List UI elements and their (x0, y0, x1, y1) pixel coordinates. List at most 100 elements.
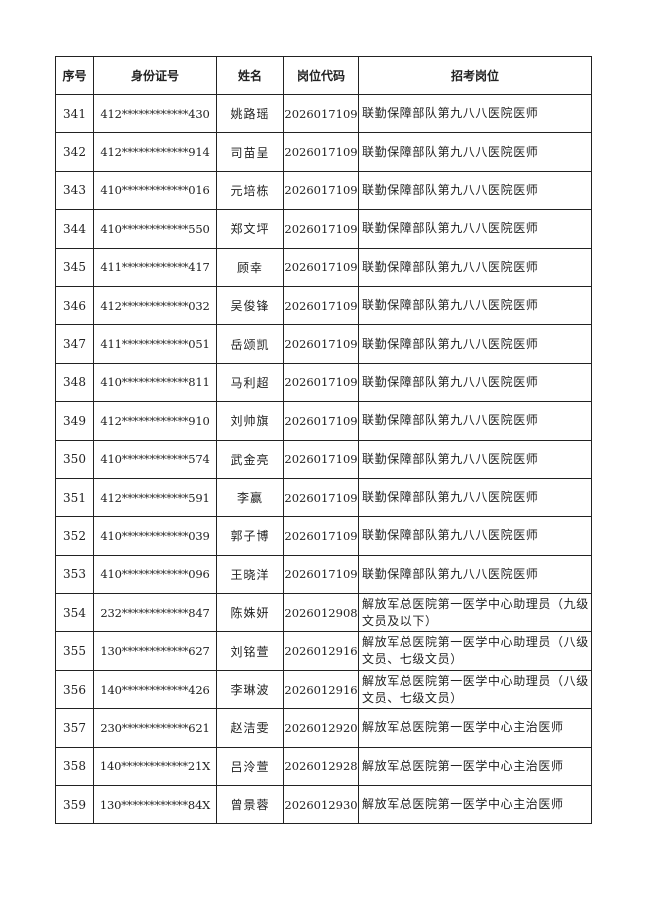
table-row: 344 410************550 郑文坪 2026017109 联勤保障部队… (55, 209, 592, 249)
table-row: 343 410************016 元培栋 2026017109 联勤保障部队… (55, 170, 592, 211)
cell-post-code: 2026012916 (283, 669, 359, 710)
table-row: 357 230************621 赵洁雯 2026012920 解放军总医院… (55, 708, 592, 748)
table-row: 347 411************051 岳颂凯 2026017109 联勤保障部队… (55, 324, 592, 364)
cell-post-code: 2026017109 (283, 324, 359, 364)
cell-post-code: 2026017109 (283, 247, 359, 287)
cell-post-code: 2026012908 (283, 593, 359, 633)
cell-name: 郭子博 (216, 516, 284, 556)
cell-post-code: 2026017109 (283, 362, 359, 403)
cell-name: 岳颂凯 (216, 324, 284, 364)
table-row: 356 140************426 李琳波 2026012916 解放军总医院… (55, 669, 592, 710)
cell-post-code: 2026017109 (283, 209, 359, 249)
table-row: 342 412************914 司苗呈 2026017109 联勤保障部队… (55, 132, 592, 172)
cell-name: 赵洁雯 (216, 708, 284, 748)
cell-post: 联勤保障部队第九八八医院医师 (358, 362, 592, 403)
cell-index: 345 (55, 247, 94, 287)
cell-post: 联勤保障部队第九八八医院医师 (358, 554, 592, 595)
cell-index: 348 (55, 362, 94, 403)
cell-post: 联勤保障部队第九八八医院医师 (358, 247, 592, 287)
cell-name: 王晓洋 (216, 554, 284, 595)
cell-post: 联勤保障部队第九八八医院医师 (358, 324, 592, 364)
cell-id-number: 140************426 (93, 669, 217, 710)
table-row: 341 412************430 姚路瑶 2026017109 联勤保障部队… (55, 93, 592, 134)
cell-id-number: 412************032 (93, 285, 217, 326)
cell-id-number: 140************21X (93, 746, 217, 787)
cell-id-number: 412************914 (93, 132, 217, 172)
cell-post: 联勤保障部队第九八八医院医师 (358, 401, 592, 441)
cell-post: 联勤保障部队第九八八医院医师 (358, 477, 592, 518)
header-id-number: 身份证号 (93, 56, 217, 95)
cell-index: 354 (55, 593, 94, 633)
cell-index: 351 (55, 477, 94, 518)
cell-post: 联勤保障部队第九八八医院医师 (358, 132, 592, 172)
cell-post-code: 2026017109 (283, 132, 359, 172)
cell-post: 解放军总医院第一医学中心主治医师 (358, 746, 592, 787)
cell-post: 联勤保障部队第九八八医院医师 (358, 516, 592, 556)
cell-index: 350 (55, 439, 94, 479)
table-row: 353 410************096 王晓洋 2026017109 联勤保障部队… (55, 554, 592, 595)
cell-post: 解放军总医院第一医学中心助理员（八级文员、七级文员） (358, 669, 592, 710)
cell-index: 358 (55, 746, 94, 787)
cell-index: 359 (55, 785, 94, 825)
cell-post-code: 2026017109 (283, 516, 359, 556)
cell-id-number: 230************621 (93, 708, 217, 748)
cell-post: 解放军总医院第一医学中心助理员（九级文员及以下） (358, 593, 592, 633)
cell-name: 刘帅旗 (216, 401, 284, 441)
cell-name: 曾景蓉 (216, 785, 284, 825)
cell-post-code: 2026012920 (283, 708, 359, 748)
cell-id-number: 410************096 (93, 554, 217, 595)
table-row: 345 411************417 顾幸 2026017109 联勤保障部队第… (55, 247, 592, 287)
cell-post: 联勤保障部队第九八八医院医师 (358, 170, 592, 211)
cell-post: 解放军总医院第一医学中心助理员（八级文员、七级文员） (358, 631, 592, 671)
cell-name: 李琳波 (216, 669, 284, 710)
cell-name: 武金亮 (216, 439, 284, 479)
cell-post: 解放军总医院第一医学中心主治医师 (358, 785, 592, 825)
cell-name: 姚路瑶 (216, 93, 284, 134)
cell-index: 352 (55, 516, 94, 556)
cell-name: 李赢 (216, 477, 284, 518)
cell-index: 355 (55, 631, 94, 671)
table-row: 352 410************039 郭子博 2026017109 联勤保障部队… (55, 516, 592, 556)
table-row: 358 140************21X 吕泠萱 2026012928 解放军总医院… (55, 746, 592, 787)
table-row: 346 412************032 吴俊锋 2026017109 联勤保障部队… (55, 285, 592, 326)
header-index: 序号 (55, 56, 94, 95)
cell-post: 联勤保障部队第九八八医院医师 (358, 93, 592, 134)
cell-post-code: 2026012930 (283, 785, 359, 825)
cell-post-code: 2026012928 (283, 746, 359, 787)
header-name: 姓名 (216, 56, 284, 95)
cell-post: 联勤保障部队第九八八医院医师 (358, 285, 592, 326)
cell-id-number: 410************550 (93, 209, 217, 249)
table-row: 355 130************627 刘铭萱 2026012916 解放军总医院… (55, 631, 592, 671)
cell-id-number: 412************430 (93, 93, 217, 134)
cell-index: 344 (55, 209, 94, 249)
cell-name: 郑文坪 (216, 209, 284, 249)
cell-id-number: 410************039 (93, 516, 217, 556)
header-post: 招考岗位 (358, 56, 592, 95)
cell-index: 341 (55, 93, 94, 134)
cell-post-code: 2026017109 (283, 439, 359, 479)
cell-name: 元培栋 (216, 170, 284, 211)
cell-post: 联勤保障部队第九八八医院医师 (358, 439, 592, 479)
cell-id-number: 412************910 (93, 401, 217, 441)
cell-index: 356 (55, 669, 94, 710)
cell-id-number: 410************811 (93, 362, 217, 403)
cell-name: 吴俊锋 (216, 285, 284, 326)
cell-id-number: 410************574 (93, 439, 217, 479)
table-row: 348 410************811 马利超 2026017109 联勤保障部队… (55, 362, 592, 403)
cell-post-code: 2026017109 (283, 477, 359, 518)
cell-post-code: 2026017109 (283, 401, 359, 441)
table-row: 350 410************574 武金亮 2026017109 联勤保障部队… (55, 439, 592, 479)
cell-name: 刘铭萱 (216, 631, 284, 671)
cell-post-code: 2026017109 (283, 285, 359, 326)
cell-post: 联勤保障部队第九八八医院医师 (358, 209, 592, 249)
cell-name: 吕泠萱 (216, 746, 284, 787)
cell-name: 马利超 (216, 362, 284, 403)
cell-name: 司苗呈 (216, 132, 284, 172)
cell-id-number: 232************847 (93, 593, 217, 633)
table-row: 349 412************910 刘帅旗 2026017109 联勤保障部队… (55, 401, 592, 441)
cell-name: 顾幸 (216, 247, 284, 287)
cell-id-number: 410************016 (93, 170, 217, 211)
cell-index: 342 (55, 132, 94, 172)
cell-index: 353 (55, 554, 94, 595)
cell-post-code: 2026012916 (283, 631, 359, 671)
